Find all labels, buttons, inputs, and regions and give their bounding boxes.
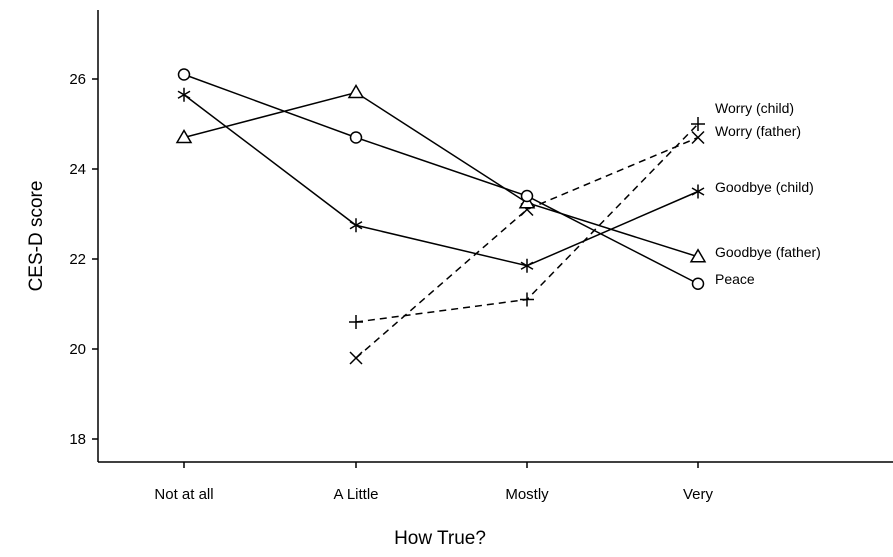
series-label: Peace	[715, 271, 755, 287]
y-ticks: 18 20 22 24 26	[69, 71, 98, 448]
series-worry-child: Worry (child)	[349, 100, 794, 329]
x-tick-label: Not at all	[154, 486, 213, 503]
y-tick-label: 22	[69, 251, 86, 268]
series-line	[355, 123, 699, 323]
data-point-asterisk	[691, 184, 705, 199]
series-line	[183, 91, 699, 258]
x-axis-title: How True?	[394, 528, 486, 549]
y-tick-label: 26	[69, 71, 86, 88]
data-point-triangle	[689, 248, 707, 263]
series-label: Goodbye (child)	[715, 179, 814, 195]
data-point-plus	[520, 292, 534, 307]
series-label: Worry (child)	[715, 100, 794, 116]
series-peace: Peace	[177, 68, 755, 290]
y-tick-label: 24	[69, 161, 86, 178]
series-line	[355, 136, 699, 359]
data-point-x	[349, 351, 363, 365]
data-point-plus	[349, 315, 363, 329]
data-point-asterisk	[520, 258, 534, 273]
y-axis-title: CES-D score	[26, 181, 47, 292]
x-tick-label: A Little	[333, 486, 378, 503]
data-point-x	[691, 130, 705, 145]
data-point-circle	[177, 68, 191, 81]
series-layer: Worry (child) Worry (father) Goodbye (chil…	[175, 68, 821, 365]
data-point-triangle	[347, 84, 365, 99]
series-label: Worry (father)	[715, 123, 801, 139]
x-tick-label: Mostly	[505, 486, 549, 503]
data-point-asterisk	[177, 87, 191, 102]
series-label: Goodbye (father)	[715, 244, 821, 260]
series-line	[183, 73, 699, 285]
data-point-plus	[691, 117, 705, 131]
y-tick-label: 20	[69, 341, 86, 358]
x-ticks: Not at all A Little Mostly Very	[154, 462, 714, 503]
series-line	[183, 94, 699, 267]
data-point-circle	[691, 277, 705, 290]
data-point-asterisk	[349, 218, 363, 233]
y-tick-label: 18	[69, 431, 86, 448]
series-goodbye-father: Goodbye (father)	[175, 84, 821, 263]
data-point-triangle	[175, 129, 193, 144]
data-point-circle	[349, 131, 363, 144]
series-goodbye-child: Goodbye (child)	[177, 87, 814, 273]
data-point-circle	[520, 189, 534, 203]
x-tick-label: Very	[683, 486, 714, 503]
